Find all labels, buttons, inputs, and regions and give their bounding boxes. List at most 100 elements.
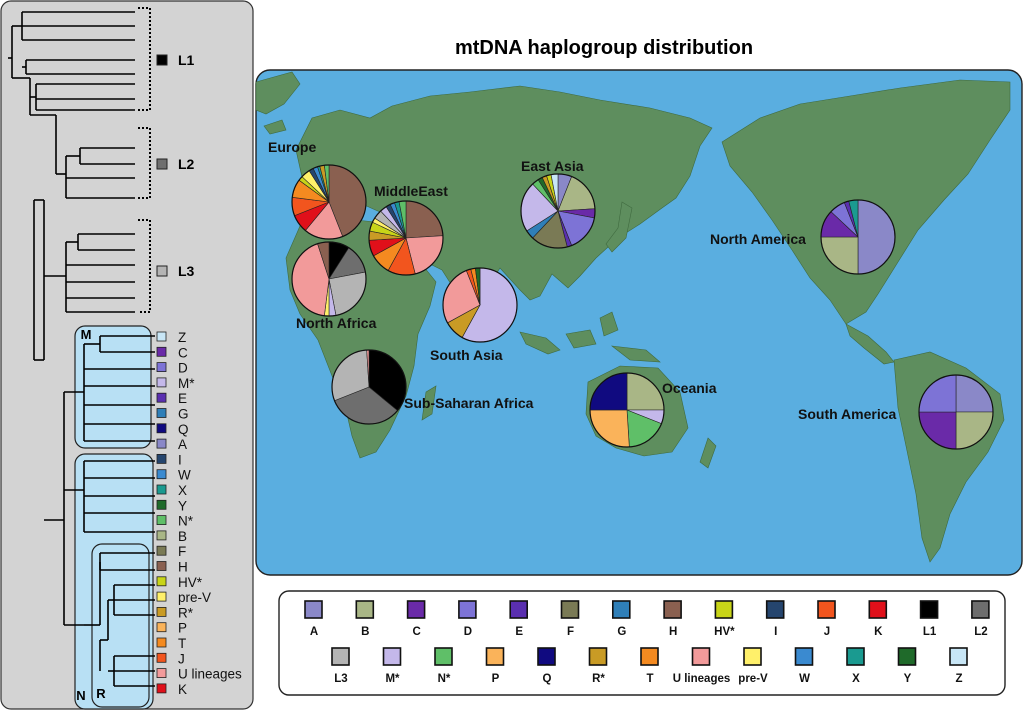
pie-outline — [442, 267, 518, 343]
legend-swatch — [509, 600, 529, 619]
land-greenland — [255, 71, 301, 115]
leaf-swatch — [156, 607, 167, 617]
legend-swatch — [663, 600, 682, 619]
group-label: L2 — [178, 156, 195, 172]
leaf-label: J — [178, 651, 185, 666]
pie-south-america — [918, 374, 994, 450]
leaf-swatch — [156, 545, 167, 556]
leaf-swatch — [156, 453, 167, 464]
pie-north-america — [820, 199, 896, 275]
group-swatch — [156, 265, 168, 277]
leaf-swatch — [156, 484, 167, 495]
leaf-swatch — [156, 668, 167, 678]
legend-swatch — [846, 647, 865, 666]
leaf-swatch — [156, 683, 167, 694]
leaf-label: E — [178, 391, 187, 406]
legend-swatch — [919, 600, 939, 619]
legend-swatch — [406, 600, 426, 619]
leaf-label: I — [178, 452, 182, 467]
land-madagascar — [421, 385, 437, 421]
region-label: MiddleEast — [374, 183, 448, 199]
leaf-swatch — [156, 622, 167, 633]
leaf-swatch — [156, 637, 167, 648]
pie-outline — [520, 173, 596, 249]
leaf-swatch — [156, 469, 167, 480]
legend-label: I — [774, 626, 777, 638]
leaf-label: T — [178, 636, 186, 651]
leaf-label: B — [178, 529, 187, 544]
legend-swatch — [765, 600, 785, 619]
legend: A B C D E F G H HV* I J K L1 L2 L3 M* N* P Q R* T U lineages p… — [278, 590, 1006, 696]
legend-label: Z — [955, 673, 962, 685]
clade-box-n — [74, 453, 154, 710]
leaf-swatch — [156, 576, 167, 587]
leaf-label: C — [178, 345, 188, 360]
clade-label-n: N — [76, 688, 85, 703]
legend-label: N* — [438, 673, 451, 685]
pie-outline — [918, 374, 994, 450]
legend-label: F — [567, 626, 574, 638]
leaf-swatch — [156, 392, 167, 403]
region-label: Europe — [268, 139, 316, 155]
legend-label: D — [464, 626, 472, 638]
pie-outline — [331, 349, 407, 425]
leaf-label: G — [178, 407, 189, 422]
tree-branches — [8, 7, 155, 687]
legend-swatch — [794, 647, 814, 666]
clade-box-m — [74, 325, 152, 449]
legend-label: U lineages — [673, 673, 731, 685]
leaf-label: HV* — [178, 575, 203, 590]
leaf-swatch — [156, 438, 167, 449]
legend-swatch — [355, 600, 375, 619]
leaf-label: Q — [178, 422, 189, 437]
leaf-swatch — [156, 331, 167, 342]
legend-swatch — [714, 600, 734, 619]
legend-swatch — [971, 600, 990, 619]
legend-label: B — [361, 626, 369, 638]
leaf-label: pre-V — [178, 590, 211, 605]
land-new-zealand — [699, 437, 717, 469]
region-label: North America — [710, 231, 806, 247]
leaf-label: P — [178, 621, 187, 636]
legend-swatch — [897, 647, 917, 666]
legend-swatch — [640, 647, 659, 666]
pie-north-africa — [291, 241, 367, 317]
leaf-swatch — [156, 377, 167, 388]
region-labels: Europe MiddleEast North Africa Sub-Saharan … — [268, 139, 896, 422]
legend-swatch — [588, 647, 608, 666]
region-label: South America — [798, 406, 896, 422]
leaf-label: W — [178, 468, 191, 483]
pie-east-asia — [520, 173, 596, 249]
legend-label: pre-V — [738, 673, 768, 685]
group-swatch — [156, 54, 168, 66]
land-indonesia — [519, 311, 661, 363]
leaf-label: D — [178, 361, 188, 376]
legend-swatch — [537, 647, 556, 666]
legend-label: C — [412, 626, 420, 638]
leaf-label: R* — [178, 605, 194, 620]
legend-label: T — [646, 673, 653, 685]
leaf-swatch — [156, 499, 167, 510]
leaf-swatch — [156, 652, 167, 663]
chart-title: mtDNA haplogroup distribution — [455, 37, 753, 59]
pie-middleeast — [368, 200, 444, 276]
legend-swatch — [331, 647, 350, 666]
leaf-swatch — [156, 561, 167, 571]
legend-label: W — [799, 673, 810, 685]
leaf-label: F — [178, 544, 186, 559]
legend-swatch — [382, 647, 402, 666]
legend-swatch — [949, 647, 968, 666]
pie-outline — [291, 241, 367, 317]
legend-label: P — [492, 673, 500, 685]
pie-outline — [820, 199, 896, 275]
legend-label: L1 — [923, 626, 937, 638]
legend-label: M* — [385, 673, 400, 685]
pie-outline — [589, 372, 665, 448]
legend-swatch — [458, 600, 477, 619]
legend-label: A — [310, 626, 318, 638]
legend-label: K — [874, 626, 883, 638]
tree-group-labels: L1 L2 L3 — [156, 52, 195, 279]
leaf-swatch — [156, 591, 167, 602]
